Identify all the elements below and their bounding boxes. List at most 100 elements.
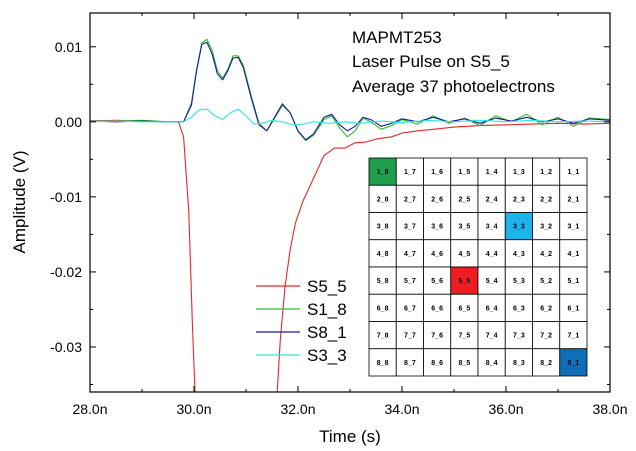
pixel-cell xyxy=(477,184,506,213)
x-tick-label: 36.0n xyxy=(488,401,523,417)
pixel-cell xyxy=(395,321,424,350)
pixel-cell xyxy=(559,157,588,186)
pixel-label: 4_7 xyxy=(404,251,416,258)
x-tick-label: 32.0n xyxy=(280,401,315,417)
legend-label: S5_5 xyxy=(307,277,347,296)
x-tick-label: 30.0n xyxy=(176,401,211,417)
pixel-cell xyxy=(368,157,397,186)
tick-labels-layer: 28.0n 30.0n 32.0n 34.0n 36.0n 38.0n 0.01 0.00 -0… xyxy=(50,39,627,417)
series-line-s5-5 xyxy=(90,119,610,392)
pixel-label: 1_4 xyxy=(486,169,498,176)
y-axis-title: Amplitude (V) xyxy=(10,151,29,254)
pixel-label: 4_1 xyxy=(568,251,580,258)
pixel-label: 8_8 xyxy=(377,360,389,367)
pixel-label: 1_1 xyxy=(568,169,580,176)
ticks-layer xyxy=(89,13,611,392)
pixel-label: 7_3 xyxy=(513,333,525,340)
pixel-cell xyxy=(504,293,533,322)
pixel-cell xyxy=(423,348,452,377)
pixel-label: 1_3 xyxy=(513,169,525,176)
pixel-label: 5_8 xyxy=(377,278,389,285)
x-tick-label: 28.0n xyxy=(72,401,107,417)
pixel-label: 6_6 xyxy=(431,305,443,312)
pixel-label: 2_4 xyxy=(486,196,498,203)
legend-label: S3_3 xyxy=(307,346,347,365)
annotation-device: MAPMT253 xyxy=(352,28,442,47)
pixel-cell xyxy=(395,348,424,377)
pixel-cell xyxy=(368,293,397,322)
pixel-label: 2_8 xyxy=(377,196,389,203)
y-tick-label: -0.02 xyxy=(50,264,82,280)
y-tick-label: 0.00 xyxy=(55,114,82,130)
pixel-cell xyxy=(477,348,506,377)
x-tick-label: 34.0n xyxy=(384,401,419,417)
y-tick-label: -0.01 xyxy=(50,189,82,205)
pixel-cell xyxy=(477,266,506,295)
pixel-cell xyxy=(559,239,588,268)
pixel-label: 5_2 xyxy=(540,278,552,285)
pixel-cell xyxy=(395,293,424,322)
pixel-label: 4_4 xyxy=(486,251,498,258)
pixel-label: 4_6 xyxy=(431,251,443,258)
pixel-label: 4_5 xyxy=(459,251,471,258)
pixel-label: 1_5 xyxy=(459,169,471,176)
pixel-cell xyxy=(423,212,452,241)
pixel-cell xyxy=(559,184,588,213)
pixel-label: 2_5 xyxy=(459,196,471,203)
series-line-s8-1 xyxy=(90,41,610,141)
pixel-cell xyxy=(532,157,561,186)
pixel-label: 7_6 xyxy=(431,333,443,340)
pixel-label: 2_6 xyxy=(431,196,443,203)
pixel-cell xyxy=(559,348,588,377)
pixel-label: 3_6 xyxy=(431,224,443,231)
pixel-label: 5_1 xyxy=(568,278,580,285)
legend-label: S1_8 xyxy=(307,300,347,319)
pixel-label: 3_1 xyxy=(568,224,580,231)
pixel-cell xyxy=(559,212,588,241)
series-layer xyxy=(90,38,610,392)
y-tick-label: 0.01 xyxy=(55,39,82,55)
pixel-label: 2_2 xyxy=(540,196,552,203)
y-tick-label: -0.03 xyxy=(50,339,82,355)
pixel-label: 6_5 xyxy=(459,305,471,312)
pixel-cell xyxy=(368,321,397,350)
pixel-label: 3_8 xyxy=(377,224,389,231)
pixel-label: 1_7 xyxy=(404,169,416,176)
annotation-laser: Laser Pulse on S5_5 xyxy=(352,52,510,71)
pixel-label: 7_7 xyxy=(404,333,416,340)
pixel-cell xyxy=(450,157,479,186)
pixel-label: 3_4 xyxy=(486,224,498,231)
pixel-label: 3_7 xyxy=(404,224,416,231)
pixel-cell xyxy=(532,266,561,295)
pixel-cell xyxy=(395,157,424,186)
pixel-label: 4_8 xyxy=(377,251,389,258)
pixel-cell xyxy=(368,266,397,295)
pixel-label: 6_1 xyxy=(568,305,580,312)
pixel-label: 4_3 xyxy=(513,251,525,258)
pixel-label: 5_7 xyxy=(404,278,416,285)
pixel-cell xyxy=(504,212,533,241)
legend-label: S8_1 xyxy=(307,323,347,342)
pixel-cell xyxy=(532,321,561,350)
annotation-block: MAPMT253 Laser Pulse on S5_5 Average 37 … xyxy=(352,28,555,96)
pixel-label: 7_5 xyxy=(459,333,471,340)
pixel-cell xyxy=(450,212,479,241)
pixel-label: 2_1 xyxy=(568,196,580,203)
pixel-cell xyxy=(504,321,533,350)
pixel-label: 6_8 xyxy=(377,305,389,312)
x-tick-label: 38.0n xyxy=(592,401,627,417)
pixel-label: 1_6 xyxy=(431,169,443,176)
pixel-cell xyxy=(450,321,479,350)
pixel-label: 1_2 xyxy=(540,169,552,176)
pixel-label: 8_2 xyxy=(540,360,552,367)
pixel-label: 2_3 xyxy=(513,196,525,203)
pixel-label: 2_7 xyxy=(404,196,416,203)
pixel-cell xyxy=(532,239,561,268)
pixel-label: 8_4 xyxy=(486,360,498,367)
pixel-label: 4_2 xyxy=(540,251,552,258)
pixel-label: 6_3 xyxy=(513,305,525,312)
pixel-cell xyxy=(450,293,479,322)
pixel-cell xyxy=(395,212,424,241)
pixel-label: 5_3 xyxy=(513,278,525,285)
pixel-cell xyxy=(532,348,561,377)
